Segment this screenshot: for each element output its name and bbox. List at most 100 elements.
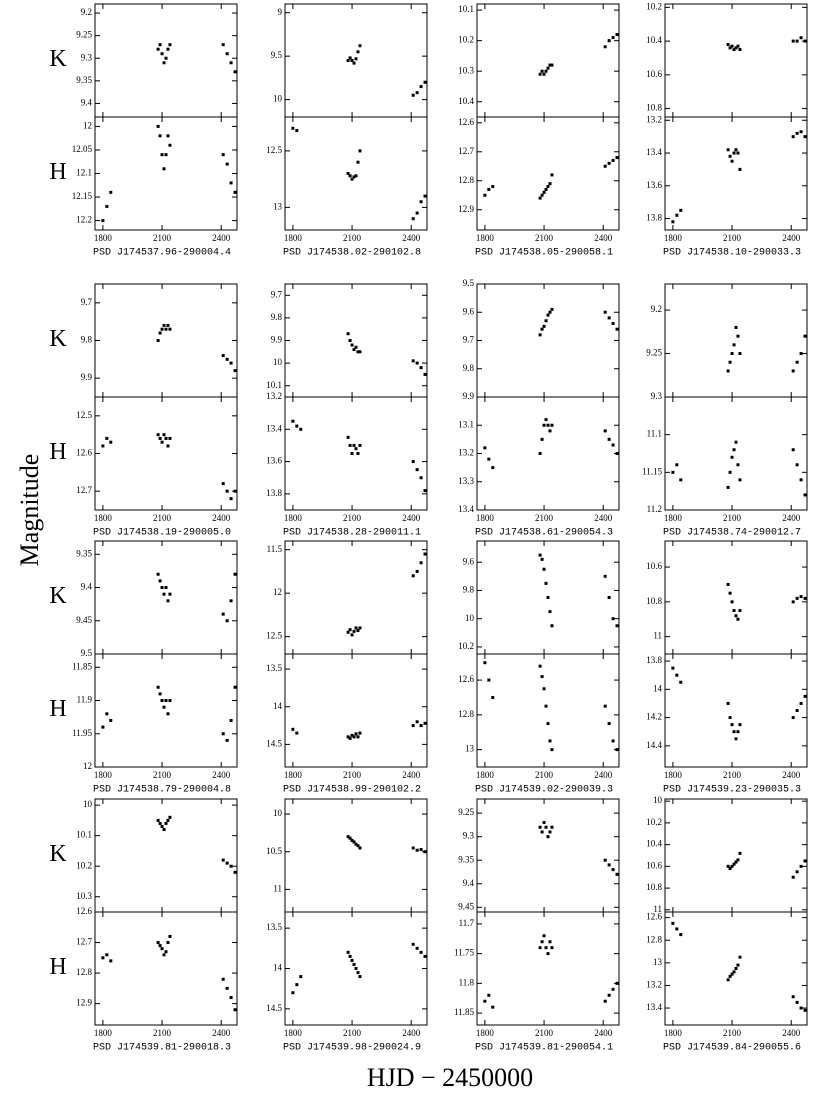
panel-title: PSD J174538.05-290058.1 bbox=[475, 248, 613, 259]
y-tick-label: 12.9 bbox=[76, 998, 92, 1008]
x-tick-label: 2100 bbox=[343, 770, 362, 780]
data-point bbox=[419, 200, 423, 204]
x-tick-label: 2400 bbox=[782, 513, 801, 523]
data-point bbox=[158, 436, 162, 440]
data-point bbox=[158, 692, 162, 696]
data-point bbox=[221, 977, 225, 981]
y-tick-label: 10.8 bbox=[646, 882, 662, 892]
data-point bbox=[109, 959, 113, 963]
data-point bbox=[423, 850, 427, 854]
data-point bbox=[356, 844, 360, 848]
data-point bbox=[164, 586, 168, 590]
data-point bbox=[105, 712, 109, 716]
data-point bbox=[732, 48, 736, 52]
panel-frame bbox=[94, 396, 238, 511]
y-tick-label: 9.7 bbox=[81, 297, 93, 307]
y-tick-label: 11.1 bbox=[647, 429, 662, 439]
data-point bbox=[101, 725, 105, 729]
x-tick-label: 1800 bbox=[94, 513, 113, 523]
data-point bbox=[611, 36, 615, 40]
data-point bbox=[538, 196, 542, 200]
data-point bbox=[542, 72, 546, 76]
data-point bbox=[736, 463, 740, 467]
data-point bbox=[544, 581, 548, 585]
data-point bbox=[352, 61, 356, 65]
data-point bbox=[540, 940, 544, 944]
data-point bbox=[105, 436, 109, 440]
y-tick-label: 10.2 bbox=[458, 35, 474, 45]
data-point bbox=[603, 310, 607, 314]
data-point bbox=[728, 470, 732, 474]
data-point bbox=[225, 738, 229, 742]
y-tick-label: 10 bbox=[273, 94, 283, 104]
y-tick-label: 9.2 bbox=[651, 304, 662, 314]
data-point bbox=[542, 190, 546, 194]
x-tick-label: 1800 bbox=[94, 233, 113, 243]
y-tick-label: 13.5 bbox=[266, 663, 282, 673]
y-tick-label: 12.2 bbox=[76, 215, 92, 225]
data-point bbox=[411, 460, 415, 464]
x-tick-label: 2400 bbox=[212, 513, 231, 523]
data-point bbox=[795, 39, 799, 43]
y-tick-label: 9.9 bbox=[463, 391, 475, 401]
data-point bbox=[487, 457, 491, 461]
x-tick-label: 2400 bbox=[212, 770, 231, 780]
data-point bbox=[168, 934, 172, 938]
y-tick-label: 13.2 bbox=[646, 980, 662, 990]
y-tick-label: 10.1 bbox=[76, 830, 92, 840]
y-tick-label: 9.25 bbox=[646, 348, 662, 358]
panel-title: PSD J174539.98-290024.9 bbox=[283, 1043, 421, 1054]
data-point bbox=[356, 735, 360, 739]
y-tick-label: 13.6 bbox=[266, 456, 282, 466]
data-point bbox=[795, 870, 799, 874]
data-point bbox=[550, 63, 554, 67]
data-point bbox=[791, 369, 795, 373]
x-tick-label: 2400 bbox=[594, 770, 613, 780]
data-point bbox=[295, 424, 299, 428]
data-point bbox=[540, 193, 544, 197]
y-tick-label: 10.1 bbox=[458, 4, 474, 14]
y-tick-label: 9.4 bbox=[81, 582, 93, 592]
panel-title: PSD J174538.61-290054.3 bbox=[475, 528, 613, 539]
data-point bbox=[168, 592, 172, 596]
data-point bbox=[160, 586, 164, 590]
data-point bbox=[728, 974, 732, 978]
data-point bbox=[542, 324, 546, 328]
x-tick-label: 1800 bbox=[476, 513, 495, 523]
panel-title: PSD J174538.02-290102.8 bbox=[283, 248, 421, 259]
data-point bbox=[732, 448, 736, 452]
data-point bbox=[415, 468, 419, 472]
data-point bbox=[791, 716, 795, 720]
data-point bbox=[550, 748, 554, 752]
data-point bbox=[671, 666, 675, 670]
data-point bbox=[607, 316, 611, 320]
data-point bbox=[544, 69, 548, 73]
data-point bbox=[603, 999, 607, 1003]
data-point bbox=[160, 824, 164, 828]
data-point bbox=[732, 151, 736, 155]
data-point bbox=[156, 685, 160, 689]
panel-frame bbox=[664, 540, 808, 655]
y-tick-label: 14.5 bbox=[266, 738, 282, 748]
y-tick-label: 13.2 bbox=[646, 114, 662, 124]
data-point bbox=[732, 970, 736, 974]
y-tick-label: 9 bbox=[278, 7, 283, 17]
data-point bbox=[356, 452, 360, 455]
y-tick-label: 9.35 bbox=[76, 75, 92, 85]
data-point bbox=[101, 956, 105, 960]
data-point bbox=[411, 93, 415, 97]
data-point bbox=[156, 124, 160, 128]
data-point bbox=[603, 164, 607, 168]
data-point bbox=[352, 962, 356, 966]
panel-frame bbox=[284, 540, 428, 655]
data-point bbox=[101, 444, 105, 448]
data-point bbox=[542, 821, 546, 825]
data-point bbox=[105, 204, 109, 208]
data-point bbox=[615, 872, 619, 876]
data-point bbox=[491, 185, 495, 189]
data-point bbox=[607, 993, 611, 997]
panel-title: PSD J174537.96-290004.4 bbox=[93, 248, 231, 259]
y-tick-label: 10.2 bbox=[76, 860, 92, 870]
y-tick-label: 12 bbox=[83, 120, 92, 130]
panel-title: PSD J174538.74-290012.7 bbox=[663, 528, 801, 539]
